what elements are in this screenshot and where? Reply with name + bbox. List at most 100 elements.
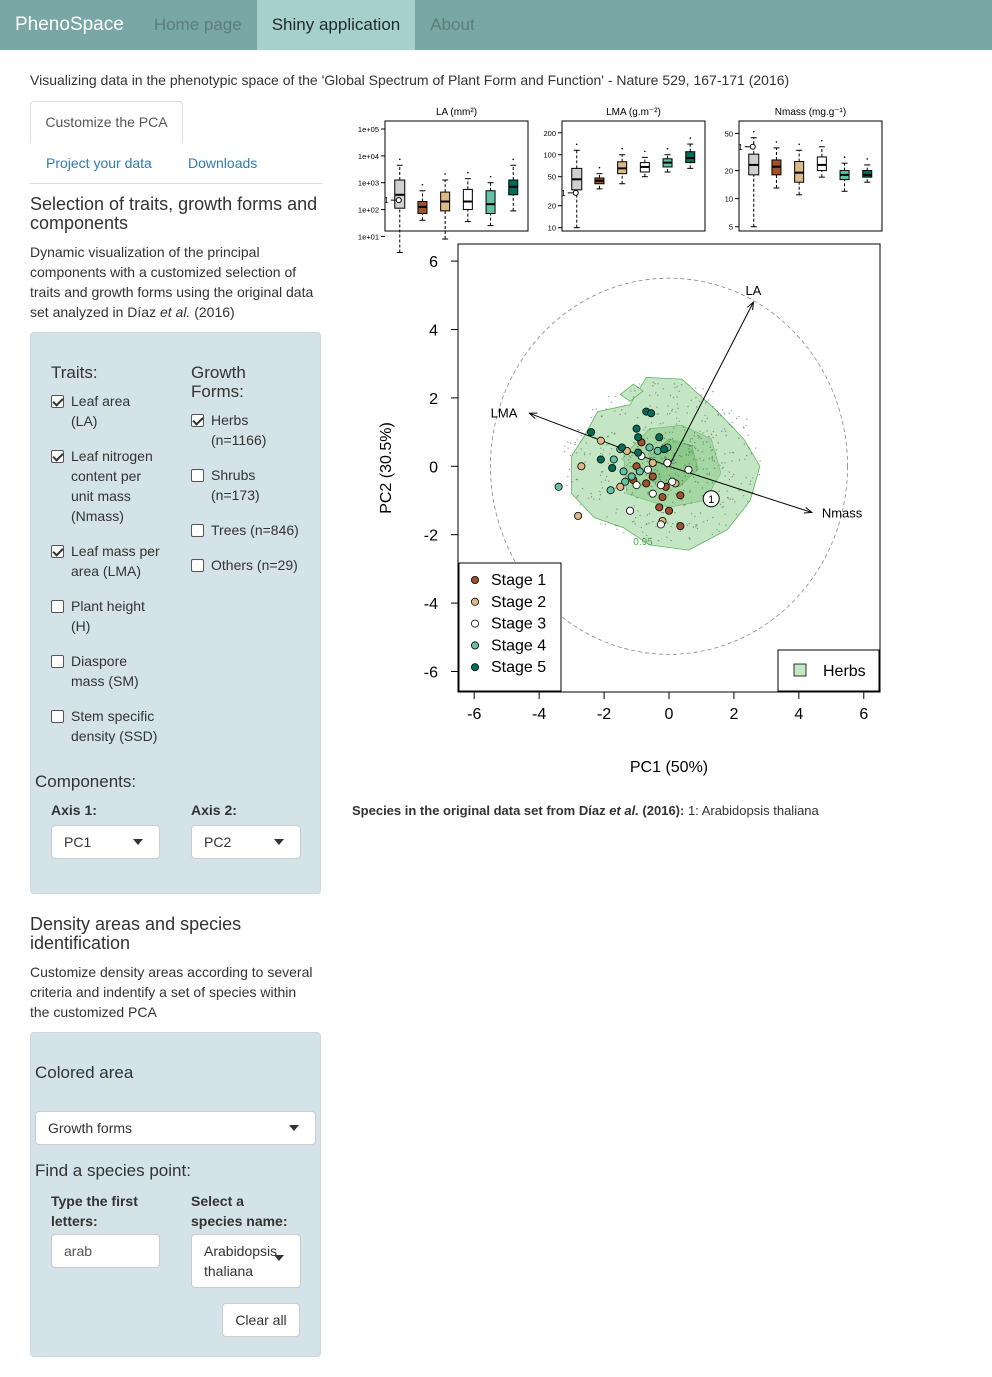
- species-dot: [606, 516, 608, 518]
- components-label: Components:: [35, 772, 137, 791]
- axis1-select[interactable]: PC1: [51, 825, 160, 859]
- navbar: PhenoSpace Home page Shiny application A…: [0, 0, 992, 50]
- growth-form-option[interactable]: Trees (n=846): [191, 520, 311, 540]
- species-dot: [566, 484, 568, 487]
- species-dot: [660, 440, 663, 442]
- species-dot: [749, 483, 751, 485]
- species-dot: [623, 492, 626, 494]
- stage-point: [632, 424, 641, 433]
- trait-option-label: Stem specific density (SSD): [71, 708, 158, 744]
- species-dot: [672, 522, 674, 525]
- species-dot: [727, 497, 730, 499]
- species-letters-input[interactable]: arab: [51, 1234, 160, 1268]
- species-dot: [697, 449, 699, 452]
- colored-area-select[interactable]: Growth forms: [35, 1111, 316, 1145]
- stage-point: [658, 493, 667, 502]
- trait-option[interactable]: Diaspore mass (SM): [51, 651, 171, 691]
- species-dot: [689, 438, 692, 440]
- species-dot: [637, 386, 639, 389]
- species-dot: [745, 477, 747, 479]
- species-dot: [632, 396, 635, 398]
- pca-settings-panel: [30, 332, 321, 894]
- species-dot: [728, 412, 730, 414]
- species-dot: [656, 470, 659, 472]
- species-dot: [684, 443, 686, 445]
- species-dot: [688, 448, 690, 450]
- species-dot: [661, 443, 664, 446]
- species-dot: [702, 441, 704, 443]
- species-dot: [631, 492, 634, 494]
- species-dot: [656, 406, 658, 408]
- nav-shiny-application[interactable]: Shiny application: [256, 0, 416, 50]
- species-dot: [696, 527, 699, 530]
- species-dot: [659, 479, 662, 481]
- species-dot: [574, 441, 576, 444]
- species-dot: [689, 440, 692, 442]
- species-dot: [682, 426, 684, 428]
- trait-option[interactable]: Leaf nitrogen content per unit mass (Nmass): [51, 446, 171, 526]
- checkbox-icon[interactable]: [191, 524, 204, 537]
- species-dot: [701, 487, 704, 489]
- species-dot: [673, 441, 675, 443]
- checkbox-icon[interactable]: [51, 710, 64, 723]
- nav-home[interactable]: Home page: [153, 15, 242, 34]
- species-dot: [732, 473, 735, 476]
- growth-form-option[interactable]: Others (n=29): [191, 555, 311, 575]
- species-dot: [599, 474, 602, 477]
- species-dot: [711, 533, 714, 536]
- species-dot: [746, 418, 748, 421]
- boxplot-tick-label: 50: [548, 173, 556, 182]
- selection-desc-line: components with a customized selection o…: [30, 264, 297, 280]
- species-dot: [697, 481, 699, 484]
- trait-option[interactable]: Plant height (H): [51, 596, 171, 636]
- species-dot: [738, 459, 741, 461]
- checkbox-icon[interactable]: [191, 469, 204, 482]
- axis2-select[interactable]: PC2: [191, 825, 301, 859]
- trait-option[interactable]: Stem specific density (SSD): [51, 706, 171, 746]
- nav-about[interactable]: About: [430, 15, 475, 34]
- tab-downloads[interactable]: Downloads: [188, 155, 258, 171]
- species-dot: [711, 456, 714, 458]
- boxplot-outlier: [644, 150, 646, 153]
- species-dot: [656, 394, 659, 396]
- checkbox-checked-icon[interactable]: [191, 414, 204, 427]
- species-name-select[interactable]: Arabidopsis thaliana: [191, 1234, 301, 1288]
- species-dot: [706, 482, 709, 484]
- selection-desc-line: traits and growth forms using the origin…: [30, 284, 314, 300]
- species-dot: [740, 482, 743, 485]
- species-dot: [746, 454, 748, 457]
- clear-all-button[interactable]: Clear all: [222, 1303, 300, 1337]
- species-dot: [690, 399, 692, 401]
- species-dot: [731, 476, 734, 478]
- checkbox-checked-icon[interactable]: [51, 545, 64, 558]
- species-dot: [705, 402, 707, 404]
- growth-form-option[interactable]: Herbs (n=1166): [191, 410, 311, 450]
- tab-project-data[interactable]: Project your data: [46, 155, 152, 171]
- stage-point: [648, 458, 657, 467]
- brand-link[interactable]: PhenoSpace: [15, 14, 124, 35]
- selection-desc-line: (2016): [190, 304, 235, 320]
- pca-plot-area: 0.95 1: [490, 277, 848, 655]
- species-dot: [700, 437, 702, 440]
- growth-form-option[interactable]: Shrubs (n=173): [191, 465, 311, 505]
- checkbox-icon[interactable]: [51, 655, 64, 668]
- legend-stage-label: Stage 2: [491, 594, 546, 611]
- species-dot: [576, 478, 579, 481]
- species-dot: [614, 395, 617, 398]
- checkbox-icon[interactable]: [51, 600, 64, 613]
- species-name-line2: thaliana: [204, 1263, 254, 1279]
- species-dot: [607, 462, 610, 465]
- checkbox-checked-icon[interactable]: [51, 450, 64, 463]
- density-heading: Density areas and species identification: [30, 915, 241, 953]
- boxplot-title: Nmass (mg.g⁻¹): [775, 107, 846, 118]
- tab-customize-pca[interactable]: Customize the PCA: [30, 101, 183, 143]
- checkbox-icon[interactable]: [191, 559, 204, 572]
- trait-option[interactable]: Leaf area (LA): [51, 391, 171, 431]
- species-dot: [708, 457, 711, 460]
- checkbox-checked-icon[interactable]: [51, 395, 64, 408]
- trait-option[interactable]: Leaf mass per area (LMA): [51, 541, 171, 581]
- species-dot: [589, 453, 591, 455]
- boxplot-frame: [384, 120, 529, 232]
- species-dot: [636, 496, 638, 499]
- species-dot: [690, 513, 693, 515]
